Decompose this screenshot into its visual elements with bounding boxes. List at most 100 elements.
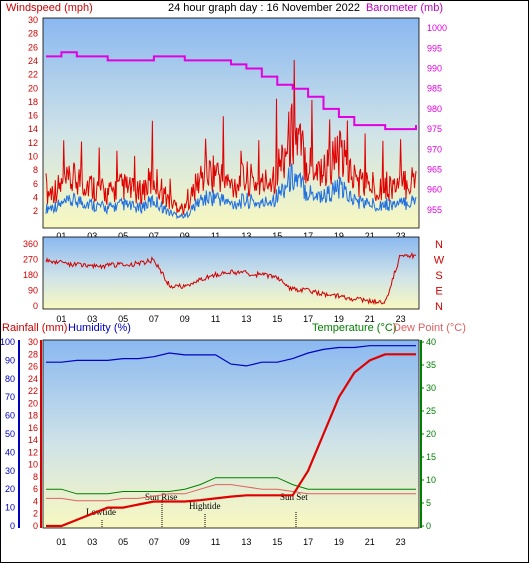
rainfall-tick-label: 24 xyxy=(28,374,38,384)
compass-letter: N xyxy=(435,301,443,313)
wind-axis-ticks: 30 28 26 24 22 20 18 16 14 12 10 8 6 4 2 xyxy=(28,15,38,216)
x-tick-label: 01 xyxy=(56,231,66,241)
barometer-axis-ticks: 1000 995 990 985 980 975 970 965 960 955 xyxy=(427,23,447,215)
rainfall-axis-label: Rainfall (mm) xyxy=(2,322,67,334)
barometer-tick-label: 980 xyxy=(427,104,442,114)
temperature-tick-label: 10 xyxy=(426,475,436,485)
humidity-axis-label: Humidity (%) xyxy=(68,322,131,334)
humidity-tick-label: 10 xyxy=(5,503,15,513)
wind-tick-label: 28 xyxy=(28,29,38,39)
rainfall-tick-label: 16 xyxy=(28,423,38,433)
compass-letter: N xyxy=(435,239,443,251)
barometer-tick-label: 985 xyxy=(427,84,442,94)
x-tick-label: 21 xyxy=(365,231,375,241)
rainfall-tick-label: 12 xyxy=(28,447,38,457)
wind-axis-label: Windspeed (mph) xyxy=(6,2,93,14)
x-tick-label: 21 xyxy=(365,537,375,547)
humidity-tick-label: 80 xyxy=(5,374,15,384)
x-tick-label: 11 xyxy=(211,537,220,547)
hightide-label: Hightide xyxy=(189,501,221,511)
rainfall-line xyxy=(46,353,416,528)
wind-panel xyxy=(42,17,420,229)
x-tick-label: 17 xyxy=(303,231,313,241)
x-tick-label: 15 xyxy=(272,231,282,241)
x-tick-label: 11 xyxy=(211,231,220,241)
wind-tick-label: 12 xyxy=(28,138,38,148)
temperature-axis-ticks: 40 35 30 25 20 15 10 5 0 xyxy=(421,337,436,531)
x-tick-label: 09 xyxy=(180,537,190,547)
temperature-axis-label: Temperature (°C) xyxy=(312,322,396,334)
barometer-tick-label: 975 xyxy=(427,124,442,134)
rainfall-tick-label: 4 xyxy=(33,496,38,506)
x-tick-label: 19 xyxy=(334,314,344,324)
humidity-tick-label: 70 xyxy=(5,392,15,402)
wind-tick-label: 30 xyxy=(28,15,38,25)
compass-letter: S xyxy=(435,270,442,282)
x-tick-label: 03 xyxy=(87,231,97,241)
x-tick-label: 01 xyxy=(56,537,66,547)
humidity-tick-label: 0 xyxy=(10,521,15,531)
direction-axis-ticks: 360 270 180 90 0 xyxy=(23,239,38,311)
rainfall-tick-label: 0 xyxy=(33,521,38,531)
x-tick-label: 01 xyxy=(56,314,66,324)
rainfall-tick-label: 2 xyxy=(33,509,38,519)
direction-tick-label: 180 xyxy=(23,270,38,280)
temperature-tick-label: 20 xyxy=(426,429,436,439)
dewpoint-axis-label: Dew Point (°C) xyxy=(393,322,466,334)
rain-humidity-panel xyxy=(42,339,420,529)
wind-tick-label: 16 xyxy=(28,111,38,121)
humidity-tick-label: 30 xyxy=(5,466,15,476)
wind-tick-label: 4 xyxy=(33,193,38,203)
rainfall-tick-label: 30 xyxy=(28,337,38,347)
x-tick-label: 19 xyxy=(334,537,344,547)
x-tick-label: 09 xyxy=(180,314,190,324)
temperature-tick-label: 25 xyxy=(426,406,436,416)
temperature-line xyxy=(46,477,416,495)
humidity-tick-label: 90 xyxy=(5,355,15,365)
bottom-x-ticks: 01 03 05 07 09 11 13 15 17 19 21 23 xyxy=(56,537,405,547)
rainfall-tick-label: 26 xyxy=(28,362,38,372)
rainfall-tick-label: 14 xyxy=(28,435,38,445)
wind-tick-label: 26 xyxy=(28,42,38,52)
barometer-tick-label: 995 xyxy=(427,43,442,53)
barometer-tick-label: 970 xyxy=(427,144,442,154)
wind-tick-label: 18 xyxy=(28,97,38,107)
x-tick-label: 15 xyxy=(272,537,282,547)
wind-tick-label: 22 xyxy=(28,70,38,80)
x-tick-label: 21 xyxy=(365,314,375,324)
rainfall-tick-label: 22 xyxy=(28,386,38,396)
humidity-tick-label: 50 xyxy=(5,429,15,439)
rainfall-tick-label: 20 xyxy=(28,398,38,408)
rainfall-tick-label: 28 xyxy=(28,349,38,359)
x-tick-label: 13 xyxy=(241,314,251,324)
x-tick-label: 09 xyxy=(180,231,190,241)
compass-letter: W xyxy=(434,255,445,267)
x-tick-label: 07 xyxy=(149,314,159,324)
rainfall-tick-label: 10 xyxy=(28,460,38,470)
wind-tick-label: 20 xyxy=(28,83,38,93)
sunset-label: Sun Set xyxy=(280,492,308,502)
wind-tick-label: 6 xyxy=(33,179,38,189)
temperature-tick-label: 40 xyxy=(426,337,436,347)
x-tick-label: 23 xyxy=(396,231,406,241)
direction-tick-label: 360 xyxy=(23,239,38,249)
wind-tick-label: 14 xyxy=(28,124,38,134)
x-tick-label: 19 xyxy=(334,231,344,241)
x-tick-label: 23 xyxy=(396,537,406,547)
direction-tick-label: 90 xyxy=(28,286,38,296)
temperature-tick-label: 35 xyxy=(426,360,436,370)
x-tick-label: 03 xyxy=(87,314,97,324)
chart-title: 24 hour graph day : 16 November 2022 xyxy=(168,2,360,14)
wind-speed-line xyxy=(45,59,417,215)
x-tick-label: 05 xyxy=(118,231,128,241)
x-tick-label: 07 xyxy=(149,537,159,547)
dewpoint-line xyxy=(46,484,416,502)
barometer-tick-label: 965 xyxy=(427,165,442,175)
x-tick-label: 15 xyxy=(272,314,282,324)
barometer-axis-label: Barometer (mb) xyxy=(366,2,443,14)
barometer-tick-label: 960 xyxy=(427,185,442,195)
direction-x-ticks: 01 03 05 07 09 11 13 15 17 19 21 23 xyxy=(56,314,405,324)
temperature-tick-label: 5 xyxy=(426,498,431,508)
wind-average-line xyxy=(45,163,417,220)
